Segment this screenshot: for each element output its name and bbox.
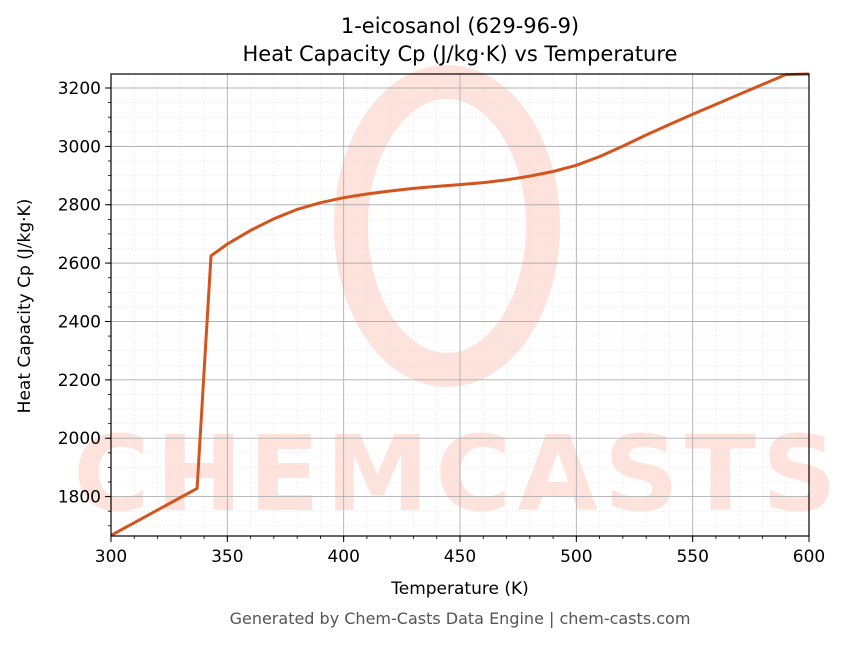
y-axis-label: Heat Capacity Cp (J/kg·K)	[15, 199, 35, 414]
chart-title-line1: 1-eicosanol (629-96-9)	[341, 14, 579, 38]
x-tick-label: 500	[560, 547, 592, 567]
y-tick-label: 3000	[58, 137, 101, 157]
y-tick-label: 3200	[58, 79, 101, 99]
y-axis: 1800 2000 2200 2400 2600 2800 3000 3200	[58, 79, 111, 527]
x-tick-label: 450	[444, 547, 476, 567]
chart-title-line2: Heat Capacity Cp (J/kg·K) vs Temperature	[243, 42, 678, 66]
x-axis-label: Temperature (K)	[390, 579, 529, 599]
x-axis: 300 350 400 450 500 550 600	[95, 536, 825, 567]
x-tick-label: 350	[211, 547, 243, 567]
footer-credit: Generated by Chem-Casts Data Engine | ch…	[230, 609, 691, 628]
watermark: CHEMCASTS	[73, 65, 842, 535]
watermark-text: CHEMCASTS	[73, 413, 842, 535]
y-tick-label: 2800	[58, 196, 101, 216]
y-tick-label: 2000	[58, 429, 101, 449]
series-line	[110, 72, 810, 537]
watermark-logo-ring	[334, 65, 560, 387]
x-tick-label: 300	[95, 547, 127, 567]
x-tick-label: 400	[327, 547, 359, 567]
x-tick-label: 600	[793, 547, 825, 567]
major-grid	[110, 74, 810, 536]
y-tick-label: 2400	[58, 312, 101, 332]
x-tick-label: 550	[676, 547, 708, 567]
y-tick-label: 1800	[58, 488, 101, 508]
y-tick-label: 2600	[58, 254, 101, 274]
y-tick-label: 2200	[58, 371, 101, 391]
